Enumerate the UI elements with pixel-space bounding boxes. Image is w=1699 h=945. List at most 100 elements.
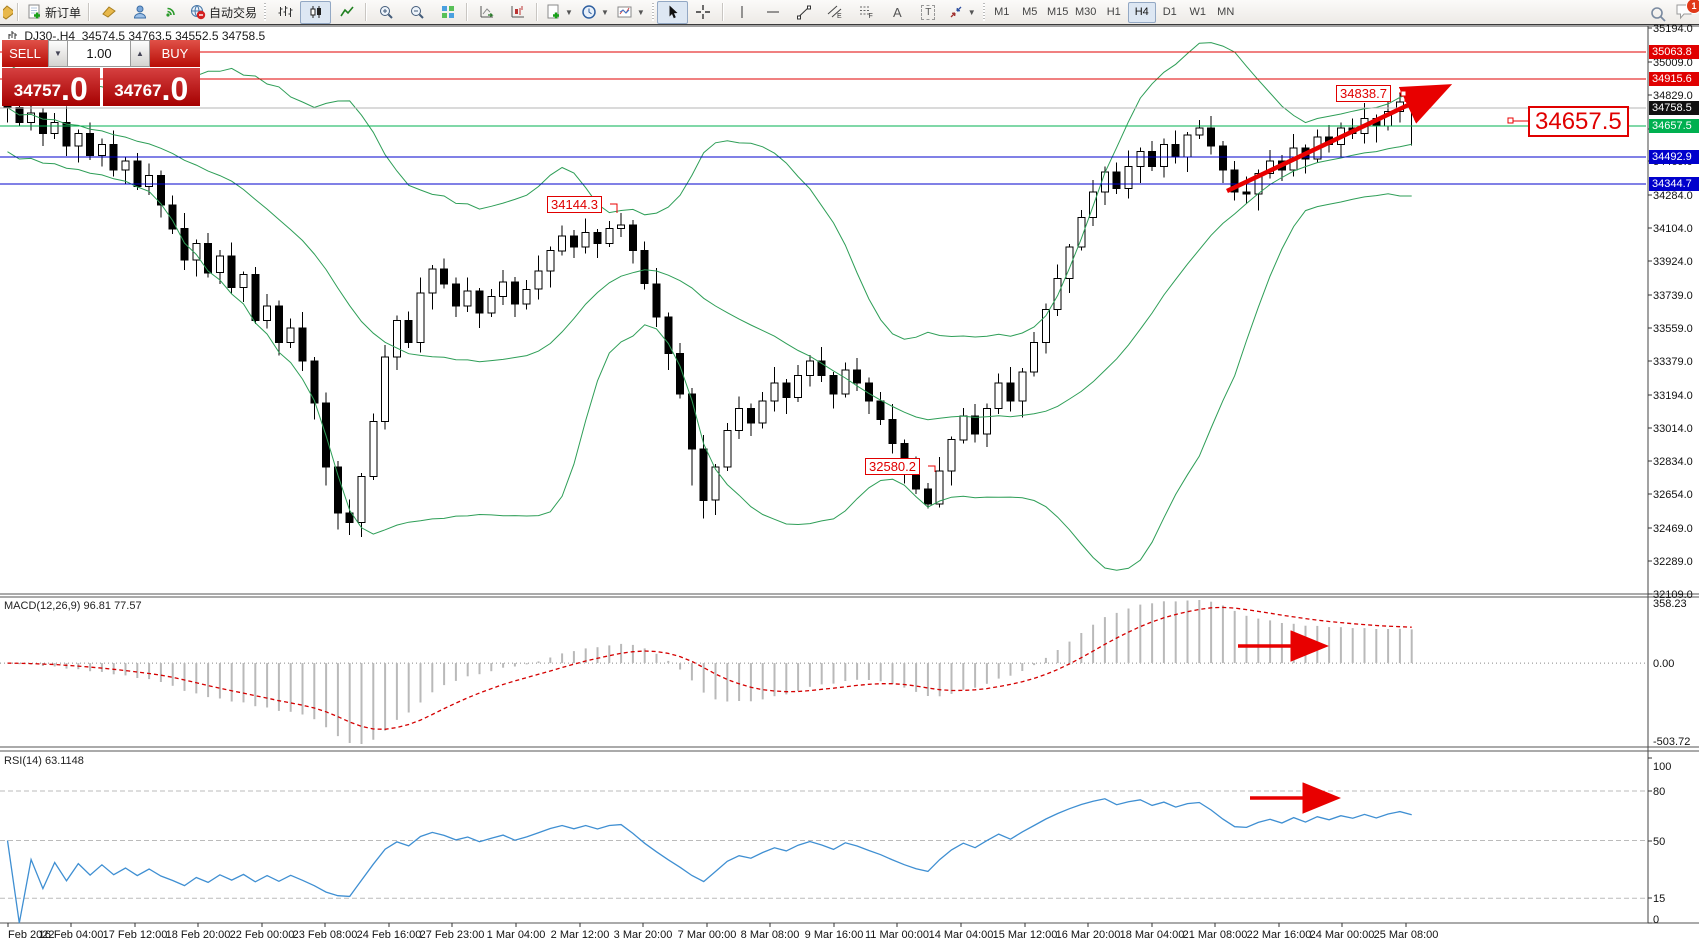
macd-indicator: 358.23 0.00 -503.72 — [0, 598, 1690, 748]
clipped-left-icon[interactable] — [2, 1, 14, 24]
svg-text:33924.0: 33924.0 — [1653, 256, 1693, 268]
navigator-button[interactable] — [124, 1, 155, 24]
vertical-line-icon — [741, 6, 743, 18]
trendline-tool[interactable] — [789, 1, 820, 24]
auto-trading-icon — [191, 5, 206, 20]
horizontal-line-tool[interactable] — [758, 1, 789, 24]
auto-scroll-button[interactable] — [471, 1, 502, 24]
candlestick-icon — [310, 6, 321, 18]
line-chart-mode-button[interactable] — [331, 1, 362, 24]
toolbar-separator — [17, 3, 19, 21]
bar-chart-mode-button[interactable] — [269, 1, 300, 24]
price-line-badge: 34758.5 — [1649, 101, 1699, 115]
key-level-annotation-label[interactable]: 34657.5 — [1528, 106, 1629, 137]
zoom-in-button[interactable] — [370, 1, 401, 24]
price-line-badge: 34915.6 — [1649, 72, 1699, 86]
timeframe-H4[interactable]: H4 — [1127, 1, 1156, 23]
volume-decrease-button[interactable]: ▼ — [48, 40, 68, 67]
timeframe-M1[interactable]: M1 — [994, 6, 1010, 18]
svg-text:-503.72: -503.72 — [1653, 736, 1690, 748]
fibonacci-icon: F — [860, 6, 873, 20]
buy-price-pips: .0 — [161, 71, 189, 107]
sell-price-button[interactable]: 34757.0 — [2, 68, 100, 106]
toolbar-group-handle — [264, 3, 267, 21]
new-chart-dropdown[interactable]: ▼ — [541, 1, 577, 24]
svg-text:7 Mar 00:00: 7 Mar 00:00 — [678, 929, 737, 941]
text-label-tool[interactable]: T — [913, 1, 944, 24]
svg-text:3 Mar 20:00: 3 Mar 20:00 — [614, 929, 673, 941]
volume-increase-button[interactable]: ▲ — [130, 40, 150, 67]
price-annotation-label[interactable]: 34838.7 — [1336, 85, 1391, 102]
svg-text:0.00: 0.00 — [1653, 658, 1674, 670]
tile-windows-button[interactable] — [432, 1, 463, 24]
equidistant-channel-tool[interactable]: E — [820, 1, 851, 24]
tile-windows-icon — [441, 6, 454, 18]
candlestick-series — [3, 88, 1416, 537]
clock-icon — [582, 5, 596, 19]
new-chart-icon — [547, 4, 560, 19]
volume-input[interactable] — [68, 40, 130, 67]
horizontal-level-lines[interactable] — [0, 51, 1646, 185]
text-tool[interactable]: A — [892, 4, 902, 20]
timeframe-group: M1 M5 M15 M30 H1 H4 D1 W1 MN — [988, 1, 1240, 23]
svg-text:100: 100 — [1653, 761, 1671, 773]
buy-price-button[interactable]: 34767.0 — [102, 68, 200, 107]
chart-title: DJ30-,H4 34574.5 34763.5 34552.5 34758.5 — [8, 29, 265, 43]
toolbar-separator — [466, 3, 469, 21]
chevron-down-icon: ▼ — [967, 7, 976, 17]
annotation-arrows[interactable] — [610, 84, 1528, 814]
price-line-badge: 34492.9 — [1649, 150, 1699, 164]
svg-text:34284.0: 34284.0 — [1653, 190, 1693, 202]
price-annotation-label[interactable]: 32580.2 — [865, 458, 920, 475]
search-icon[interactable] — [1649, 5, 1667, 23]
gold-panel-icon — [101, 6, 116, 18]
new-order-button[interactable]: 新订单 — [22, 1, 85, 24]
timeframe-M5[interactable]: M5 — [1022, 6, 1038, 18]
timeframe-M30[interactable]: M30 — [1075, 6, 1097, 18]
crosshair-tool-button[interactable] — [688, 1, 719, 24]
svg-text:15: 15 — [1653, 893, 1665, 905]
zoom-out-button[interactable] — [401, 1, 432, 24]
sell-button[interactable]: SELL — [2, 40, 48, 67]
svg-text:33014.0: 33014.0 — [1653, 423, 1693, 435]
timeframe-W1[interactable]: W1 — [1189, 6, 1206, 18]
candlestick-mode-button[interactable] — [300, 0, 332, 24]
vertical-line-tool[interactable] — [727, 1, 758, 24]
svg-text:34104.0: 34104.0 — [1653, 223, 1693, 235]
one-click-trading-panel: SELL ▼ ▲ BUY 34757.0 34767.0 — [2, 40, 200, 106]
svg-text:35194.0: 35194.0 — [1653, 23, 1693, 35]
chart-shift-button[interactable] — [502, 1, 533, 24]
notifications-button[interactable]: 1 — [1675, 0, 1699, 25]
svg-text:Feb 2022: Feb 2022 — [8, 929, 54, 941]
fibonacci-tool[interactable]: F — [851, 1, 882, 24]
timeframe-H1[interactable]: H1 — [1106, 6, 1121, 18]
timeframe-M15[interactable]: M15 — [1047, 6, 1069, 18]
signals-button[interactable] — [155, 1, 186, 24]
line-chart-icon — [339, 6, 354, 17]
timeframe-D1[interactable]: D1 — [1162, 6, 1177, 18]
period-dropdown[interactable]: ▼ — [577, 1, 613, 24]
indicators-dropdown[interactable]: ▼ — [613, 1, 649, 24]
svg-text:32109.0: 32109.0 — [1653, 589, 1693, 601]
arrow-objects-dropdown[interactable]: ▼ — [944, 1, 980, 24]
market-watch-button[interactable] — [93, 1, 124, 24]
auto-scroll-icon — [480, 6, 494, 18]
crosshair-icon — [696, 5, 711, 19]
macd-label: MACD(12,26,9) 96.81 77.57 — [4, 600, 142, 612]
svg-text:15 Mar 12:00: 15 Mar 12:00 — [993, 929, 1058, 941]
rsi-indicator: 100 80 50 15 0 — [0, 757, 1671, 926]
svg-text:32654.0: 32654.0 — [1653, 489, 1693, 501]
auto-trading-button[interactable]: 自动交易 — [186, 1, 261, 24]
cursor-tool-button[interactable] — [656, 0, 688, 24]
svg-text:E: E — [837, 13, 842, 20]
price-annotation-label[interactable]: 34144.3 — [547, 196, 602, 213]
chart-symbol-period: DJ30-,H4 — [24, 29, 76, 43]
arrow-objects-icon — [950, 6, 962, 18]
timeframe-MN[interactable]: MN — [1217, 6, 1235, 18]
buy-button[interactable]: BUY — [150, 40, 200, 67]
trendline-icon — [797, 5, 812, 20]
partial-icon — [3, 5, 13, 20]
